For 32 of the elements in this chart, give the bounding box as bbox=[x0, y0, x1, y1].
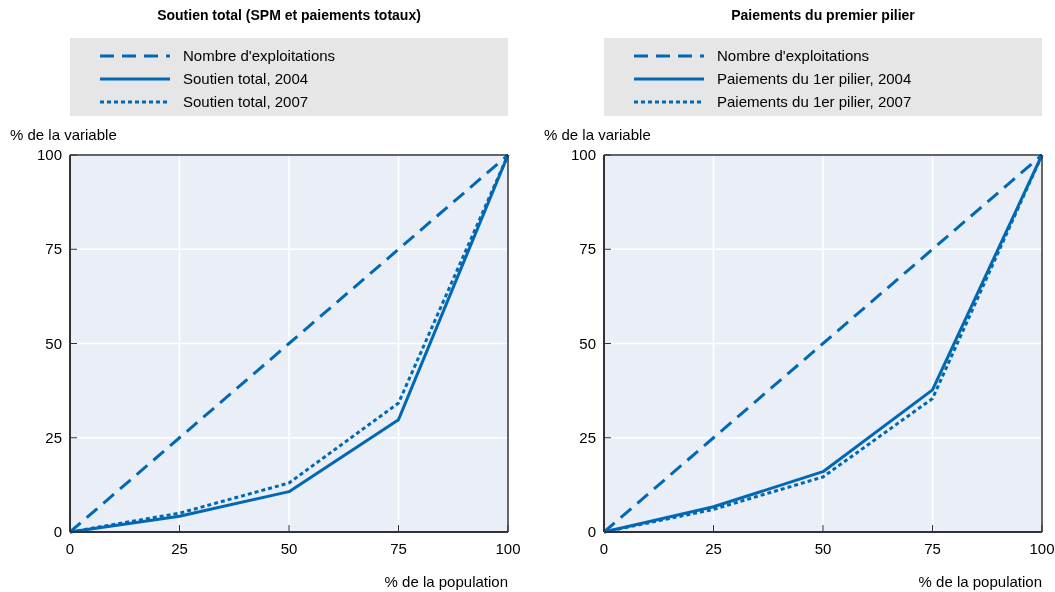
x-tick-label: 0 bbox=[65, 540, 75, 557]
y-tick-label: 100 bbox=[36, 146, 62, 163]
x-tick-label: 25 bbox=[705, 540, 722, 557]
y-tick-label: 50 bbox=[579, 334, 596, 352]
x-tick-label: 100 bbox=[495, 540, 521, 557]
x-tick-label: 75 bbox=[924, 540, 941, 557]
legend-label: Paiements du 1er pilier, 2004 bbox=[717, 70, 912, 87]
chart-title: Paiements du premier pilier bbox=[731, 7, 916, 23]
legend-label: Paiements du 1er pilier, 2007 bbox=[717, 93, 912, 110]
legend-label: Soutien total, 2007 bbox=[183, 93, 309, 110]
legend-label: Nombre d'exploitations bbox=[717, 47, 870, 64]
x-axis-title: % de la population bbox=[918, 573, 1042, 590]
x-tick-label: 0 bbox=[599, 540, 609, 557]
legend-label: Soutien total, 2004 bbox=[183, 70, 309, 87]
legend-label: Nombre d'exploitations bbox=[183, 47, 336, 64]
y-axis-title: % de la variable bbox=[544, 126, 651, 143]
chart-title: Soutien total (SPM et paiements totaux) bbox=[157, 7, 421, 23]
y-tick-label: 100 bbox=[570, 146, 596, 163]
y-axis-title: % de la variable bbox=[10, 126, 117, 143]
x-tick-label: 50 bbox=[814, 540, 832, 557]
x-tick-label: 100 bbox=[1029, 540, 1055, 557]
y-tick-label: 0 bbox=[587, 523, 596, 540]
y-tick-label: 50 bbox=[45, 334, 62, 352]
y-tick-label: 75 bbox=[579, 240, 596, 258]
y-tick-label: 25 bbox=[579, 428, 596, 446]
x-tick-label: 25 bbox=[171, 540, 188, 557]
y-tick-label: 75 bbox=[45, 240, 62, 258]
y-tick-label: 0 bbox=[53, 523, 62, 540]
x-axis-title: % de la population bbox=[384, 573, 508, 590]
x-tick-label: 75 bbox=[390, 540, 407, 557]
x-tick-label: 50 bbox=[280, 540, 298, 557]
y-tick-label: 25 bbox=[45, 428, 62, 446]
